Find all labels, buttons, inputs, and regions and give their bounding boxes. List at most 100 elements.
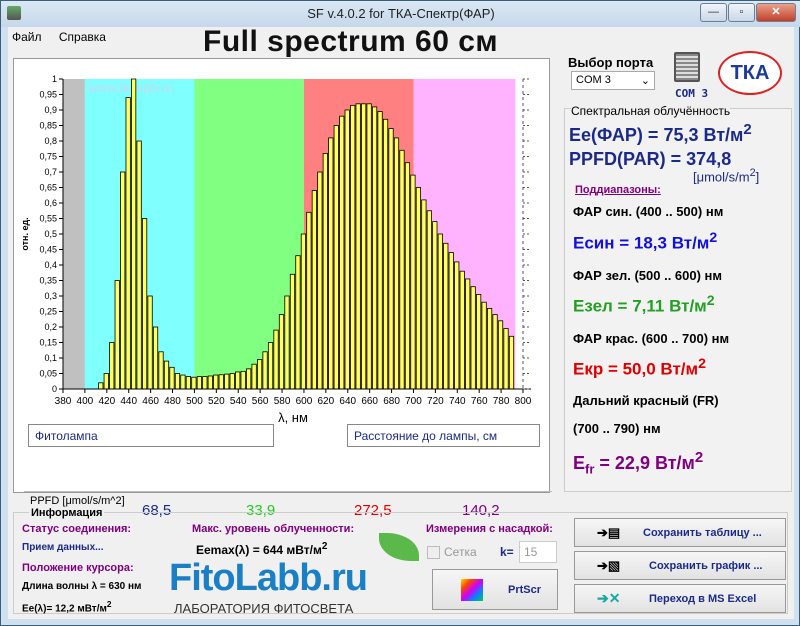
y-tick-label: 0,55	[39, 214, 57, 224]
spectrum-bar	[421, 199, 427, 390]
spectrum-bar	[147, 295, 153, 390]
spectrum-bar	[465, 278, 471, 390]
x-tick-label: 380	[55, 396, 72, 407]
chevron-down-icon: ⌄	[640, 75, 650, 87]
spectrum-bar	[131, 78, 137, 390]
spectrum-bar	[333, 125, 339, 390]
max-label: Макс. уровень облученности:	[192, 523, 355, 535]
tka-logo: ТКА	[718, 51, 782, 95]
ppfd-fr: 140,2	[462, 502, 500, 519]
spectrum-bar	[404, 162, 411, 390]
sup: 2	[694, 449, 704, 466]
save-table-button[interactable]: ➔▤ Сохранить таблицу ...	[574, 518, 786, 547]
ee-par: Ee(ФАР) = 75,3 Вт/м	[569, 125, 744, 145]
spectrum-bar	[169, 366, 175, 390]
y-tick-label: 0,4	[44, 260, 57, 270]
x-tick-label: 600	[296, 396, 313, 407]
spectrum-bar	[109, 342, 115, 390]
x-tick-label: 520	[208, 396, 225, 407]
spectrum-bar	[361, 103, 367, 390]
spectrum-chart[interactable]: www.tkaspb.ru 0 0,05 0,1 0,15 0,2 0,25 0,3 0,35 0…	[14, 59, 549, 492]
fr-label: Дальний красный (FR)	[573, 393, 719, 408]
info-title: Информация	[29, 507, 105, 519]
prtscr-button[interactable]: PrtScr	[432, 569, 558, 610]
spectral-title: Спектральная облучённость	[571, 104, 731, 118]
x-tick-label: 680	[383, 396, 400, 407]
spectrum-bar	[125, 97, 131, 390]
y-tick-label: 1	[52, 74, 57, 84]
y-tick-label: 0,15	[39, 338, 57, 348]
spectrum-bar	[158, 351, 164, 390]
spectral-panel: Спектральная облучённость Ee(ФАР) = 75,3…	[564, 104, 792, 492]
fitolabb-logo: FitoLabb.ru	[169, 557, 368, 599]
ppfd-red: 272,5	[354, 502, 392, 519]
spectrum-bar	[306, 211, 312, 390]
leaf-icon	[379, 533, 419, 561]
save-table-label: Сохранить таблицу ...	[643, 527, 762, 539]
title-bar: SF v.4.0.2 for ТКА-Спектр(ФАР) — ▫ ✕	[1, 1, 800, 27]
spectrum-bar	[410, 174, 416, 390]
fr-sub: fr	[585, 461, 595, 477]
excel-button[interactable]: ➔✕ Переход в MS Excel	[574, 584, 786, 613]
k-input[interactable]: 15	[519, 541, 557, 563]
spectrum-bar	[382, 118, 389, 390]
spectrum-bar	[393, 137, 400, 390]
ppfd-blue: 68,5	[142, 502, 172, 519]
spectrum-bar	[142, 218, 148, 390]
x-tick-label: 500	[186, 396, 203, 407]
y-tick-label: 0,35	[39, 276, 57, 286]
spectrum-bar	[399, 149, 405, 390]
port-label: Выбор порта	[568, 55, 654, 70]
sup: 2	[749, 167, 756, 179]
x-tick-label: 800	[515, 396, 532, 407]
sup: 2	[706, 293, 715, 309]
spectrum-bar	[476, 294, 482, 390]
spectrum-bar	[311, 190, 317, 390]
spectrum-bar	[322, 153, 328, 390]
spectrum-bar	[487, 307, 493, 390]
spectrum-bar	[207, 375, 213, 390]
y-axis-label: отн. ед.	[20, 217, 30, 250]
y-tick-label: 0,6	[44, 198, 57, 208]
y-tick-label: 0,5	[44, 229, 57, 239]
spectrum-bar	[426, 210, 432, 390]
y-tick-label: 0,85	[39, 121, 57, 131]
port-status: COM 3	[675, 87, 709, 100]
spectrum-bar	[98, 382, 104, 390]
spectrum-bar	[443, 242, 449, 390]
y-tick-label: 0,05	[39, 369, 57, 379]
x-tick-label: 740	[449, 396, 466, 407]
watermark: www.tkaspb.ru	[87, 80, 173, 95]
minimize-button[interactable]: —	[700, 3, 727, 22]
save-chart-button[interactable]: ➔▧ Сохранить график ...	[574, 551, 786, 580]
spectrum-bar	[103, 373, 109, 390]
spectrum-bar	[328, 137, 334, 390]
spectrum-bar	[503, 328, 509, 390]
port-select[interactable]: COM 3 ⌄	[571, 71, 655, 90]
spectrum-bar	[355, 103, 361, 390]
maximize-button[interactable]: ▫	[728, 3, 755, 22]
x-tick-label: 660	[361, 396, 378, 407]
blue-value: Eсин = 18,3 Вт/м	[573, 233, 710, 253]
x-tick-label: 620	[318, 396, 335, 407]
spectrum-bar	[163, 360, 170, 390]
x-tick-label: 460	[142, 396, 159, 407]
spectrum-bar	[448, 252, 454, 390]
menu-help[interactable]: Справка	[58, 30, 106, 44]
spectrum-bar	[213, 374, 219, 390]
menu-file[interactable]: Файл	[12, 30, 42, 44]
spectrum-bar	[267, 342, 274, 390]
screenshot-icon	[461, 579, 483, 601]
spectrum-bar	[114, 280, 120, 390]
grid-label: Сетка	[444, 545, 477, 559]
x-axis-label: λ, нм	[278, 410, 308, 425]
y-tick-label: 0,3	[44, 291, 57, 301]
sup: 2	[709, 230, 718, 246]
close-button[interactable]: ✕	[756, 3, 796, 22]
ppfd-green: 33,9	[246, 502, 276, 519]
x-tick-label: 420	[98, 396, 115, 407]
grid-checkbox[interactable]	[427, 546, 440, 559]
spectrum-bar	[289, 273, 296, 390]
y-tick-label: 0,9	[44, 105, 57, 115]
